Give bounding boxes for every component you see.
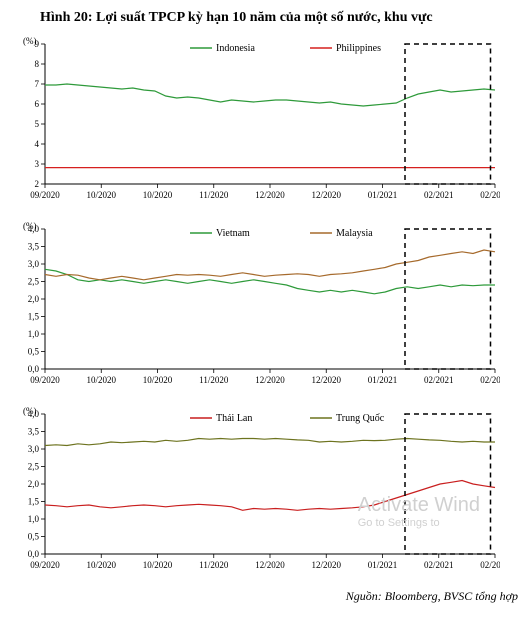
- svg-text:1,0: 1,0: [28, 329, 40, 339]
- svg-text:02/2021: 02/2021: [480, 375, 500, 385]
- svg-text:01/2021: 01/2021: [368, 190, 398, 200]
- chart-svg: 0,00,51,01,52,02,53,03,54,0(%)09/202010/…: [10, 404, 500, 574]
- svg-text:Trung Quốc: Trung Quốc: [336, 413, 385, 424]
- svg-text:Vietnam: Vietnam: [216, 228, 250, 239]
- svg-text:2,0: 2,0: [28, 479, 40, 489]
- chart-svg: 23456789(%)09/202010/202010/202011/20201…: [10, 34, 500, 204]
- svg-text:09/2020: 09/2020: [30, 375, 60, 385]
- svg-text:5: 5: [35, 119, 40, 129]
- svg-text:0,0: 0,0: [28, 549, 40, 559]
- svg-text:3,5: 3,5: [28, 242, 40, 252]
- svg-text:12/2020: 12/2020: [311, 190, 341, 200]
- svg-text:Philippines: Philippines: [336, 43, 381, 54]
- highlight-box: [405, 414, 491, 554]
- svg-text:12/2020: 12/2020: [311, 375, 341, 385]
- svg-text:02/2021: 02/2021: [480, 560, 500, 570]
- series-Trung Quốc: [45, 439, 495, 446]
- svg-text:12/2020: 12/2020: [311, 560, 341, 570]
- svg-text:Thái Lan: Thái Lan: [216, 413, 252, 424]
- svg-text:2,5: 2,5: [28, 277, 40, 287]
- svg-text:09/2020: 09/2020: [30, 560, 60, 570]
- svg-text:Indonesia: Indonesia: [216, 43, 255, 54]
- svg-text:10/2020: 10/2020: [86, 560, 116, 570]
- svg-text:7: 7: [35, 79, 40, 89]
- series-Malaysia: [45, 250, 495, 280]
- svg-text:2,5: 2,5: [28, 462, 40, 472]
- svg-text:10/2020: 10/2020: [86, 190, 116, 200]
- svg-text:02/2021: 02/2021: [424, 190, 454, 200]
- svg-text:(%): (%): [23, 406, 37, 416]
- svg-text:1,5: 1,5: [28, 497, 40, 507]
- highlight-box: [405, 229, 491, 369]
- highlight-box: [405, 44, 491, 184]
- svg-text:1,0: 1,0: [28, 514, 40, 524]
- svg-text:1,5: 1,5: [28, 312, 40, 322]
- svg-text:10/2020: 10/2020: [86, 375, 116, 385]
- charts-root: 23456789(%)09/202010/202010/202011/20201…: [10, 34, 518, 574]
- svg-text:2: 2: [35, 179, 40, 189]
- svg-text:(%): (%): [23, 36, 37, 46]
- svg-text:02/2021: 02/2021: [480, 190, 500, 200]
- svg-text:3: 3: [35, 159, 40, 169]
- source-text: Nguồn: Bloomberg, BVSC tổng hợp: [10, 589, 518, 604]
- svg-text:02/2021: 02/2021: [424, 560, 454, 570]
- series-Indonesia: [45, 84, 495, 106]
- svg-text:10/2020: 10/2020: [143, 560, 173, 570]
- series-Thái Lan: [45, 481, 495, 511]
- svg-text:8: 8: [35, 59, 40, 69]
- svg-text:3,0: 3,0: [28, 259, 40, 269]
- chart-c2: 0,00,51,01,52,02,53,03,54,0(%)09/202010/…: [10, 219, 500, 389]
- svg-text:10/2020: 10/2020: [143, 190, 173, 200]
- svg-text:12/2020: 12/2020: [255, 375, 285, 385]
- svg-text:01/2021: 01/2021: [368, 375, 398, 385]
- svg-text:09/2020: 09/2020: [30, 190, 60, 200]
- svg-text:Malaysia: Malaysia: [336, 228, 373, 239]
- svg-text:11/2020: 11/2020: [199, 190, 229, 200]
- svg-text:12/2020: 12/2020: [255, 560, 285, 570]
- svg-text:4: 4: [35, 139, 40, 149]
- svg-text:0,0: 0,0: [28, 364, 40, 374]
- svg-text:11/2020: 11/2020: [199, 560, 229, 570]
- svg-text:12/2020: 12/2020: [255, 190, 285, 200]
- series-Vietnam: [45, 269, 495, 294]
- svg-text:2,0: 2,0: [28, 294, 40, 304]
- chart-c3: 0,00,51,01,52,02,53,03,54,0(%)09/202010/…: [10, 404, 500, 574]
- svg-text:0,5: 0,5: [28, 532, 40, 542]
- svg-text:(%): (%): [23, 221, 37, 231]
- chart-c1: 23456789(%)09/202010/202010/202011/20201…: [10, 34, 500, 204]
- svg-text:6: 6: [35, 99, 40, 109]
- chart-svg: 0,00,51,01,52,02,53,03,54,0(%)09/202010/…: [10, 219, 500, 389]
- svg-text:02/2021: 02/2021: [424, 375, 454, 385]
- svg-text:3,0: 3,0: [28, 444, 40, 454]
- svg-text:0,5: 0,5: [28, 347, 40, 357]
- svg-text:3,5: 3,5: [28, 427, 40, 437]
- svg-text:11/2020: 11/2020: [199, 375, 229, 385]
- svg-text:10/2020: 10/2020: [143, 375, 173, 385]
- figure-title: Hình 20: Lợi suất TPCP kỳ hạn 10 năm của…: [40, 10, 518, 26]
- svg-text:01/2021: 01/2021: [368, 560, 398, 570]
